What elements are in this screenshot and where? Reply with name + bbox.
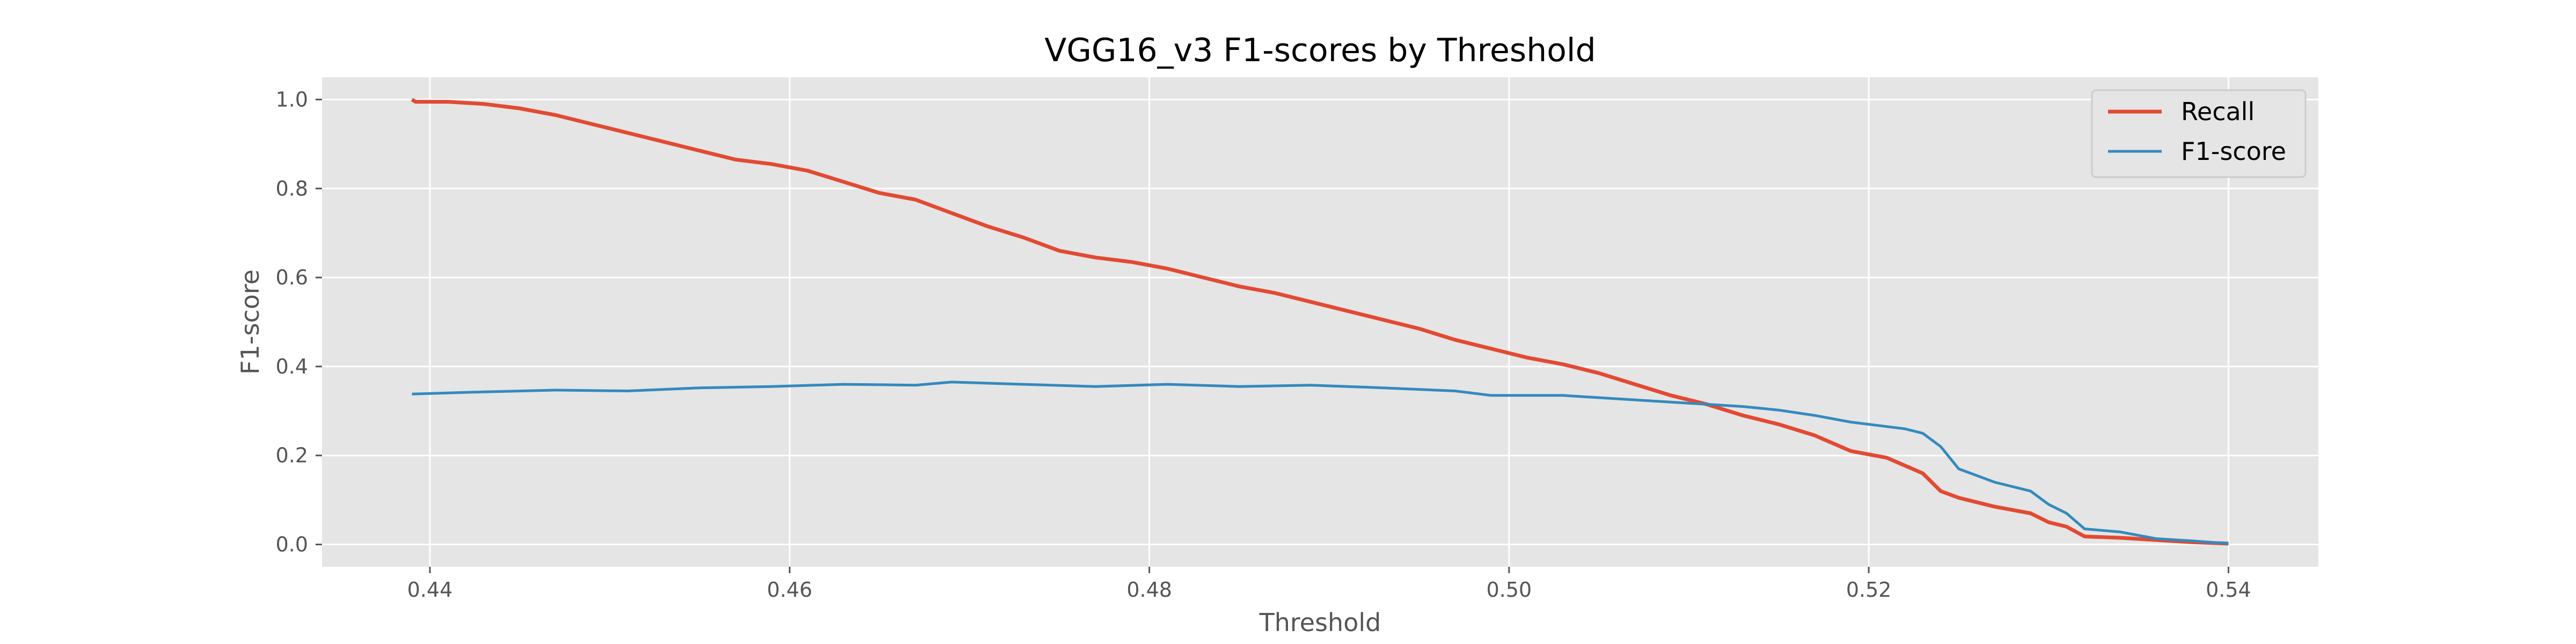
y-tick-label: 0.6 — [276, 266, 308, 289]
y-axis-ticks: 0.0 0.2 0.4 0.6 0.8 1.0 — [276, 87, 322, 557]
y-tick-label: 0.0 — [276, 533, 308, 557]
y-tick-label: 0.8 — [276, 177, 308, 200]
x-tick-label: 0.46 — [767, 578, 813, 602]
series-line-recall — [411, 98, 2229, 546]
y-tick-label: 0.2 — [276, 444, 308, 467]
legend: Recall F1-score — [2091, 89, 2307, 178]
x-axis-ticks: 0.44 0.46 0.48 0.50 0.52 0.54 — [407, 567, 2251, 602]
x-tick-label: 0.48 — [1126, 578, 1172, 602]
series-line-f1-score — [412, 380, 2229, 545]
plot-background — [322, 77, 2318, 567]
x-tick-label: 0.44 — [407, 578, 453, 602]
x-tick-label: 0.50 — [1487, 578, 1532, 602]
chart-title: VGG16_v3 F1-scores by Threshold — [1044, 32, 1596, 69]
legend-label-f1-score: F1-score — [2181, 137, 2286, 166]
y-tick-label: 0.4 — [276, 355, 308, 378]
series-lines — [411, 98, 2229, 546]
y-tick-label: 1.0 — [276, 87, 308, 111]
x-axis-label: Threshold — [1259, 608, 1381, 637]
x-tick-label: 0.54 — [2206, 578, 2251, 602]
y-axis-label: F1-score — [236, 269, 265, 375]
x-tick-label: 0.52 — [1846, 578, 1892, 602]
legend-label-recall: Recall — [2181, 97, 2255, 126]
